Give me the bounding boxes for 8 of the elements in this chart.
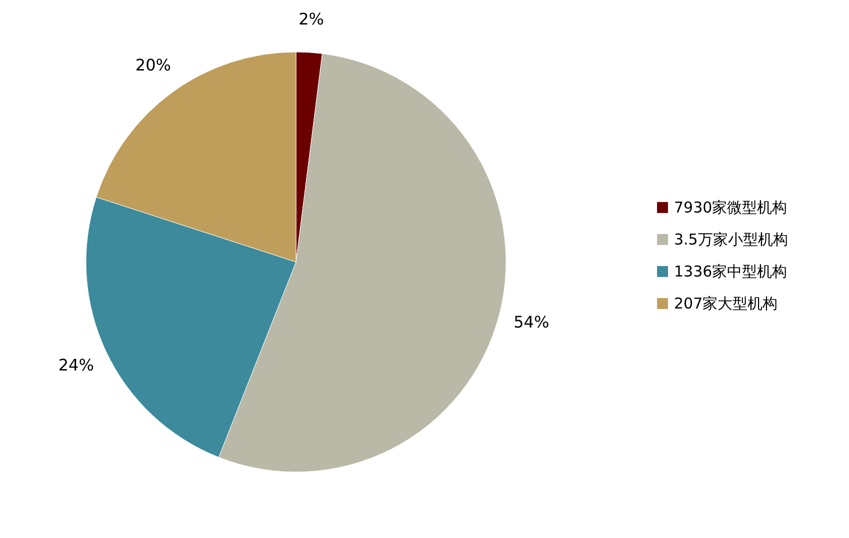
- legend-label: 7930家微型机构: [674, 198, 788, 216]
- data-label: 20%: [135, 55, 171, 74]
- legend-label: 207家大型机构: [674, 294, 778, 312]
- data-label: 24%: [58, 355, 94, 374]
- legend-label: 1336家中型机构: [674, 262, 788, 280]
- legend-label: 3.5万家小型机构: [674, 230, 788, 248]
- data-label: 2%: [298, 9, 324, 28]
- data-label: 54%: [514, 312, 550, 332]
